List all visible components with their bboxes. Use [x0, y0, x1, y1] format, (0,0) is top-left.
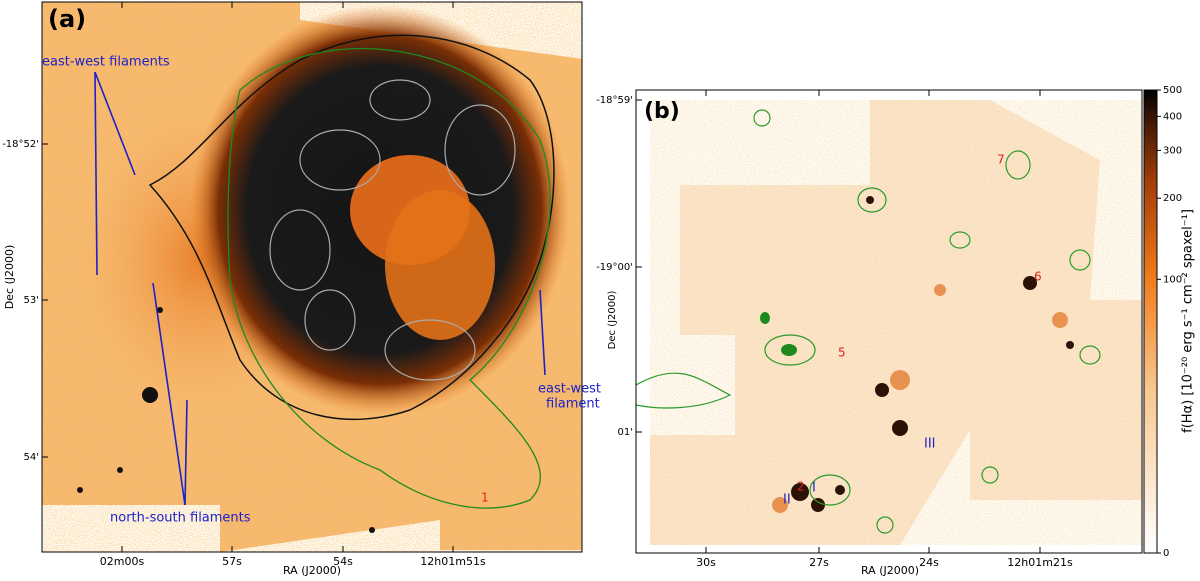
region-label: 2: [797, 480, 805, 494]
region-label: 6: [1034, 270, 1042, 284]
y-tick-label: 53': [24, 295, 39, 306]
y-axis-label: Dec (J2000): [3, 245, 16, 310]
frame-a: [41, 1, 583, 553]
image-b: [636, 100, 1142, 545]
y-tick-label: -19°00': [596, 262, 633, 273]
annotation: north-south filaments: [110, 511, 251, 526]
x-tick-label: 12h01m51s: [420, 555, 486, 568]
colorbar-tick-label: 100: [1163, 274, 1182, 285]
panel-label: (b): [644, 99, 680, 124]
colorbar-tick-label: 500: [1163, 85, 1182, 96]
x-tick-label: 12h01m21s: [1007, 556, 1073, 569]
colorbar-tick-label: 400: [1163, 111, 1182, 122]
y-tick-label: -18°52': [2, 139, 39, 150]
colorbar-tick-label: 300: [1163, 145, 1182, 156]
x-tick-label: 57s: [222, 555, 242, 568]
x-axis-label: RA (J2000): [861, 564, 919, 577]
image-a: [42, 2, 582, 552]
arrows-a: [94, 71, 546, 506]
colorbar: [1143, 89, 1158, 554]
annotation: filament: [546, 397, 600, 412]
region-label: 1: [481, 491, 489, 505]
region-label: III: [924, 437, 936, 452]
frame-b: [635, 89, 1143, 554]
x-axis-label: RA (J2000): [283, 564, 341, 577]
y-tick-label: -18°59': [596, 95, 633, 106]
annotation: east-west: [538, 382, 601, 397]
region-label: 5: [838, 346, 846, 360]
colorbar-tick-label: 0: [1163, 548, 1169, 559]
x-tick-label: 27s: [809, 556, 829, 569]
x-tick-label: 30s: [696, 556, 716, 569]
x-tick-label: 24s: [919, 556, 939, 569]
region-label: II: [783, 493, 791, 508]
colorbar-label: f(Hα) [10⁻²⁰ erg s⁻¹ cm⁻² spaxel⁻¹]: [1181, 209, 1196, 433]
x-tick-label: 02m00s: [100, 555, 145, 568]
colorbar-tick-label: 200: [1163, 193, 1182, 204]
x-tick-label: 54s: [333, 555, 353, 568]
region-label: 7: [997, 153, 1005, 167]
y-tick-label: 54': [24, 452, 39, 463]
panel-label: (a): [48, 5, 86, 33]
y-axis-label: Dec (J2000): [607, 291, 618, 350]
annotation: east-west filaments: [42, 55, 170, 70]
y-tick-label: 01': [618, 427, 633, 438]
region-label: I: [812, 481, 816, 496]
